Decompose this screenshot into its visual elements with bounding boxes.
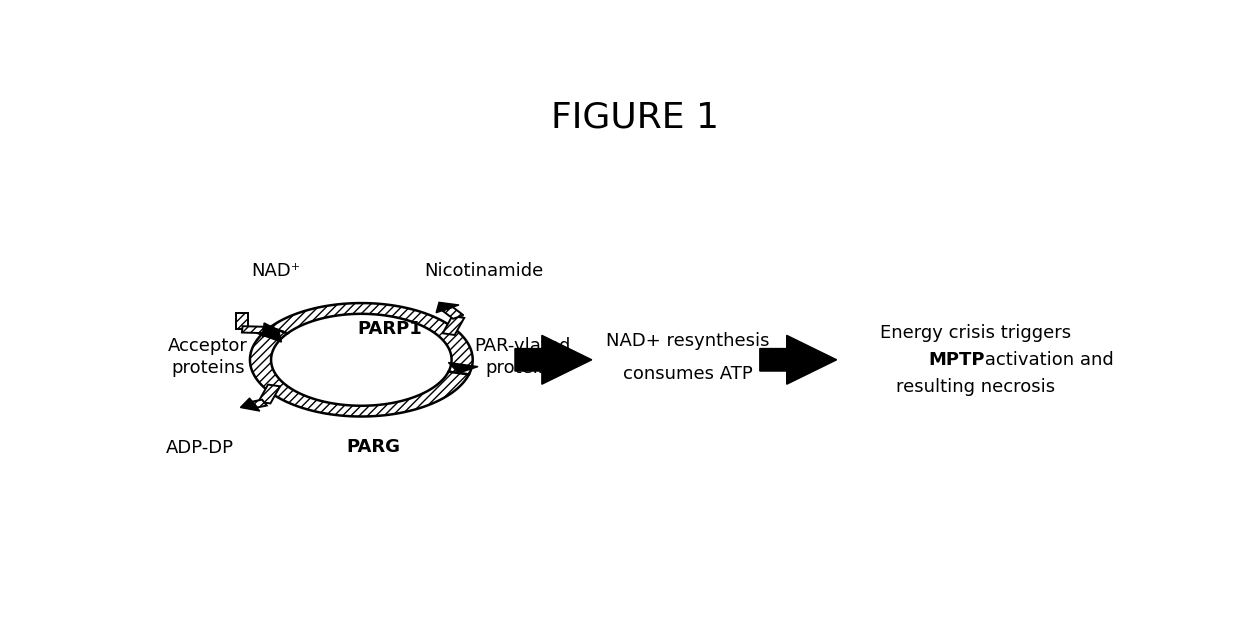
Polygon shape [449,363,478,373]
Polygon shape [442,316,465,335]
Polygon shape [242,326,264,333]
Text: FIGURE 1: FIGURE 1 [551,101,719,135]
Text: NAD+ resynthesis: NAD+ resynthesis [606,332,769,351]
Polygon shape [240,398,260,411]
Text: consumes ATP: consumes ATP [623,366,752,384]
Polygon shape [442,307,463,319]
Text: ADP-DP: ADP-DP [166,439,234,457]
Polygon shape [515,335,592,384]
Polygon shape [263,323,279,337]
Text: PARP1: PARP1 [357,320,422,338]
Polygon shape [253,399,266,408]
Polygon shape [760,335,836,384]
Text: resulting necrosis: resulting necrosis [896,378,1056,396]
Text: NAD⁺: NAD⁺ [252,262,300,281]
Text: MPTP: MPTP [929,351,985,369]
Polygon shape [436,302,458,312]
Text: PARG: PARG [347,438,400,456]
Text: activation and: activation and [979,351,1114,369]
Polygon shape [250,327,468,417]
Polygon shape [259,385,280,403]
Text: Nicotinamide: Nicotinamide [425,262,544,281]
Text: Acceptor
proteins: Acceptor proteins [169,337,248,377]
Text: Energy crisis triggers: Energy crisis triggers [880,324,1072,342]
Polygon shape [235,313,249,330]
Polygon shape [256,330,281,342]
Polygon shape [270,303,473,375]
Text: PAR-ylated
proteins: PAR-ylated proteins [475,337,571,377]
